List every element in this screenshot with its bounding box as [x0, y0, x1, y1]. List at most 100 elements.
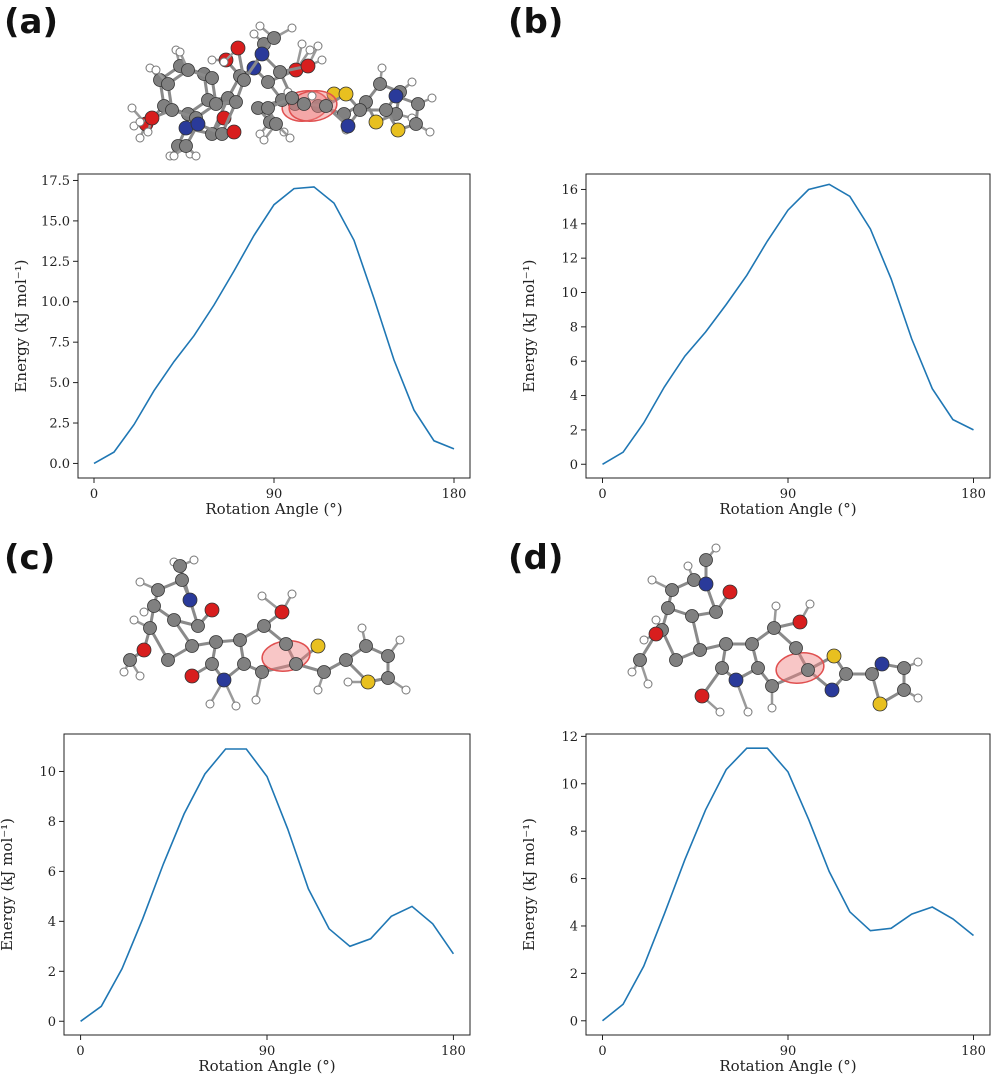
panel-d: (d) 0 2 4 6 8 10 12 0 90 180 Rotation Angle (°) Ene…	[500, 538, 1000, 1076]
atom	[317, 665, 331, 679]
x-tick-label: 180	[961, 1044, 986, 1059]
atom	[359, 639, 373, 653]
y-tick-label: 5.0	[49, 376, 70, 391]
atom	[205, 71, 219, 85]
hydrogen-atom	[317, 55, 327, 65]
atom	[767, 621, 781, 635]
hydrogen-atom	[135, 671, 145, 681]
x-tick-label: 90	[266, 487, 283, 502]
atom	[839, 667, 853, 681]
y-tick-label: 12	[561, 730, 578, 745]
atom	[411, 97, 425, 111]
atom	[824, 682, 840, 698]
atom	[254, 46, 270, 62]
atom	[289, 657, 303, 671]
atom	[633, 653, 647, 667]
y-tick-label: 2.5	[49, 417, 70, 432]
hydrogen-atom	[285, 133, 295, 143]
atom	[182, 592, 198, 608]
y-tick-label: 6	[570, 872, 578, 887]
energy-chart: 0.0 2.5 5.0 7.5 10.0 12.5 15.0 17.5 0 90 180 Rotati…	[12, 173, 471, 518]
atom	[340, 118, 356, 134]
atom	[269, 117, 283, 131]
y-tick-label: 10	[561, 286, 578, 301]
atom	[229, 95, 243, 109]
atom	[297, 97, 311, 111]
atom	[273, 65, 287, 79]
hydrogen-atom	[287, 589, 297, 599]
hydrogen-atom	[255, 21, 265, 31]
hydrogen-atom	[307, 91, 317, 101]
hydrogen-atom	[129, 615, 139, 625]
hydrogen-atom	[711, 543, 721, 553]
atom	[255, 665, 269, 679]
hydrogen-atom	[643, 679, 653, 689]
atom	[267, 31, 281, 45]
series-line	[601, 747, 975, 1022]
energy-chart: 0 2 4 6 8 10 0 90 180 Rotation Angle (°) Energy (k…	[0, 733, 471, 1075]
atom	[685, 609, 699, 623]
atom	[353, 103, 367, 117]
atom	[310, 638, 326, 654]
atom	[360, 674, 376, 690]
hydrogen-atom	[259, 135, 269, 145]
x-axis-title: Rotation Angle (°)	[719, 500, 856, 518]
hydrogen-atom	[913, 693, 923, 703]
hydrogen-atom	[175, 47, 185, 57]
atom	[409, 117, 423, 131]
y-axis-title: Energy (kJ mol⁻¹)	[12, 259, 30, 392]
hydrogen-atom	[715, 707, 725, 717]
hydrogen-atom	[425, 127, 435, 137]
atom	[147, 599, 161, 613]
atom	[209, 97, 223, 111]
panel-b: (b) 0 2 4 6 8 10 12 14 16 0 90 180 Rotation Angle (°…	[135, 0, 1000, 538]
x-axis-title: Rotation Angle (°)	[198, 1057, 335, 1075]
hydrogen-atom	[169, 151, 179, 161]
x-tick-label: 180	[961, 487, 986, 502]
atom	[897, 683, 911, 697]
panel-c: (c) 0 2 4 6 8 10 0 90 180 Rotation Angle (°) Energ…	[0, 538, 500, 1076]
plot-frame	[77, 173, 471, 479]
y-tick-label: 0	[570, 458, 578, 473]
atom	[694, 688, 710, 704]
hydrogen-atom	[771, 601, 781, 611]
atom	[216, 672, 232, 688]
plot-frame	[585, 733, 991, 1036]
atom	[872, 696, 888, 712]
plot-frame	[585, 173, 991, 479]
atom	[237, 73, 251, 87]
y-tick-label: 6	[48, 865, 56, 880]
y-tick-label: 10.0	[41, 295, 70, 310]
x-tick-label: 90	[780, 1044, 797, 1059]
x-axis-title: Rotation Angle (°)	[205, 500, 342, 518]
hydrogen-atom	[639, 635, 649, 645]
atom	[897, 661, 911, 675]
atom	[728, 672, 744, 688]
energy-chart: 0 2 4 6 8 10 12 0 90 180 Rotation Angle (°) Energy …	[520, 730, 991, 1075]
atom	[751, 661, 765, 675]
hydrogen-atom	[407, 77, 417, 87]
series-line	[80, 748, 455, 1022]
atom	[165, 103, 179, 117]
atom	[181, 63, 195, 77]
atom	[161, 77, 175, 91]
atom	[167, 613, 181, 627]
atom	[184, 668, 200, 684]
hydrogen-atom	[189, 555, 199, 565]
atom	[233, 633, 247, 647]
hydrogen-atom	[119, 667, 129, 677]
atom	[226, 124, 242, 140]
y-tick-label: 16	[561, 183, 578, 198]
plot-frame	[63, 733, 471, 1036]
hydrogen-atom	[913, 657, 923, 667]
atom	[661, 601, 675, 615]
hydrogen-atom	[651, 615, 661, 625]
energy-chart: 0 2 4 6 8 10 12 14 16 0 90 180 Rotation Angle (°) Ene…	[520, 173, 991, 518]
hydrogen-atom	[395, 635, 405, 645]
y-tick-label: 4	[48, 915, 56, 930]
hydrogen-atom	[251, 695, 261, 705]
atom	[279, 637, 293, 651]
atom	[801, 663, 815, 677]
atom	[230, 40, 246, 56]
y-tick-label: 7.5	[49, 336, 70, 351]
